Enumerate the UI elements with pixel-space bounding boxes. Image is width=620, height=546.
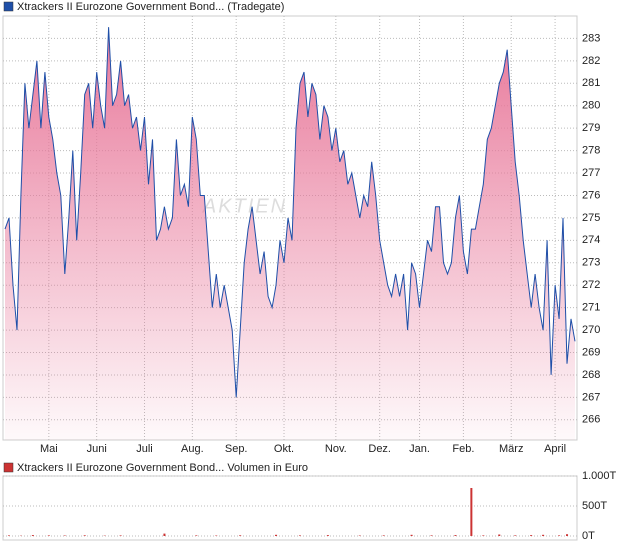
- y-tick-label: 282: [582, 55, 600, 67]
- y-tick-label: 0T: [582, 530, 595, 542]
- volume-bar: [119, 535, 122, 536]
- y-tick-label: 268: [582, 369, 600, 381]
- y-tick-label: 276: [582, 189, 600, 201]
- y-tick-label: 266: [582, 414, 600, 426]
- volume-bar: [470, 488, 473, 536]
- volume-bar: [498, 534, 501, 536]
- watermark: AKTIEN: [202, 195, 287, 217]
- volume-bar: [542, 534, 545, 536]
- x-tick-label: Feb.: [452, 443, 474, 455]
- volume-bar: [83, 535, 86, 536]
- x-tick-label: Mai: [40, 443, 58, 455]
- volume-bar: [239, 535, 242, 536]
- y-tick-label: 270: [582, 324, 600, 336]
- x-tick-label: Nov.: [325, 443, 347, 455]
- volume-bar: [326, 535, 329, 536]
- y-tick-label: 281: [582, 77, 600, 89]
- volume-bar: [7, 535, 10, 536]
- x-tick-label: März: [499, 443, 523, 455]
- volume-bar: [47, 535, 50, 536]
- legend-label: Xtrackers II Eurozone Government Bond...…: [17, 1, 284, 13]
- volume-plot: [2, 475, 578, 541]
- legend-label: Xtrackers II Eurozone Government Bond...…: [17, 462, 308, 474]
- volume-bar: [31, 535, 34, 536]
- volume-bar: [275, 534, 278, 536]
- area: [5, 27, 575, 440]
- x-tick-label: April: [544, 443, 566, 455]
- volume-bar: [430, 535, 433, 536]
- y-tick-label: 273: [582, 257, 600, 269]
- y-tick-label: 1.000T: [582, 470, 617, 482]
- volume-bar: [382, 535, 385, 536]
- volume-bar: [454, 535, 457, 536]
- y-tick-label: 500T: [582, 500, 607, 512]
- volume-bar: [298, 535, 301, 536]
- y-tick-label: 275: [582, 212, 600, 224]
- y-tick-label: 274: [582, 234, 600, 246]
- y-tick-label: 267: [582, 391, 600, 403]
- volume-bar: [530, 535, 533, 536]
- legend-swatch: [3, 1, 14, 12]
- price-line: [4, 27, 576, 398]
- x-tick-label: Dez.: [368, 443, 391, 455]
- y-tick-label: 279: [582, 122, 600, 134]
- y-tick-label: 272: [582, 279, 600, 291]
- x-tick-label: Juli: [136, 443, 153, 455]
- x-tick-label: Aug.: [181, 443, 204, 455]
- y-tick-label: 283: [582, 32, 600, 44]
- volume-bar: [566, 534, 569, 536]
- y-tick-label: 269: [582, 346, 600, 358]
- volume-bar: [514, 535, 517, 536]
- volume-bar: [410, 534, 413, 536]
- x-tick-label: Sep.: [225, 443, 248, 455]
- y-tick-label: 277: [582, 167, 600, 179]
- x-tick-label: Jan.: [409, 443, 430, 455]
- volume-bar: [195, 535, 198, 536]
- volume-bar: [558, 535, 561, 536]
- volume-bar: [482, 535, 485, 536]
- x-tick-label: Okt.: [274, 443, 294, 455]
- y-tick-label: 278: [582, 145, 600, 157]
- legend-swatch: [3, 462, 14, 473]
- y-tick-label: 280: [582, 100, 600, 112]
- volume-bar: [163, 533, 166, 536]
- x-tick-label: Juni: [87, 443, 107, 455]
- y-tick-label: 271: [582, 302, 600, 314]
